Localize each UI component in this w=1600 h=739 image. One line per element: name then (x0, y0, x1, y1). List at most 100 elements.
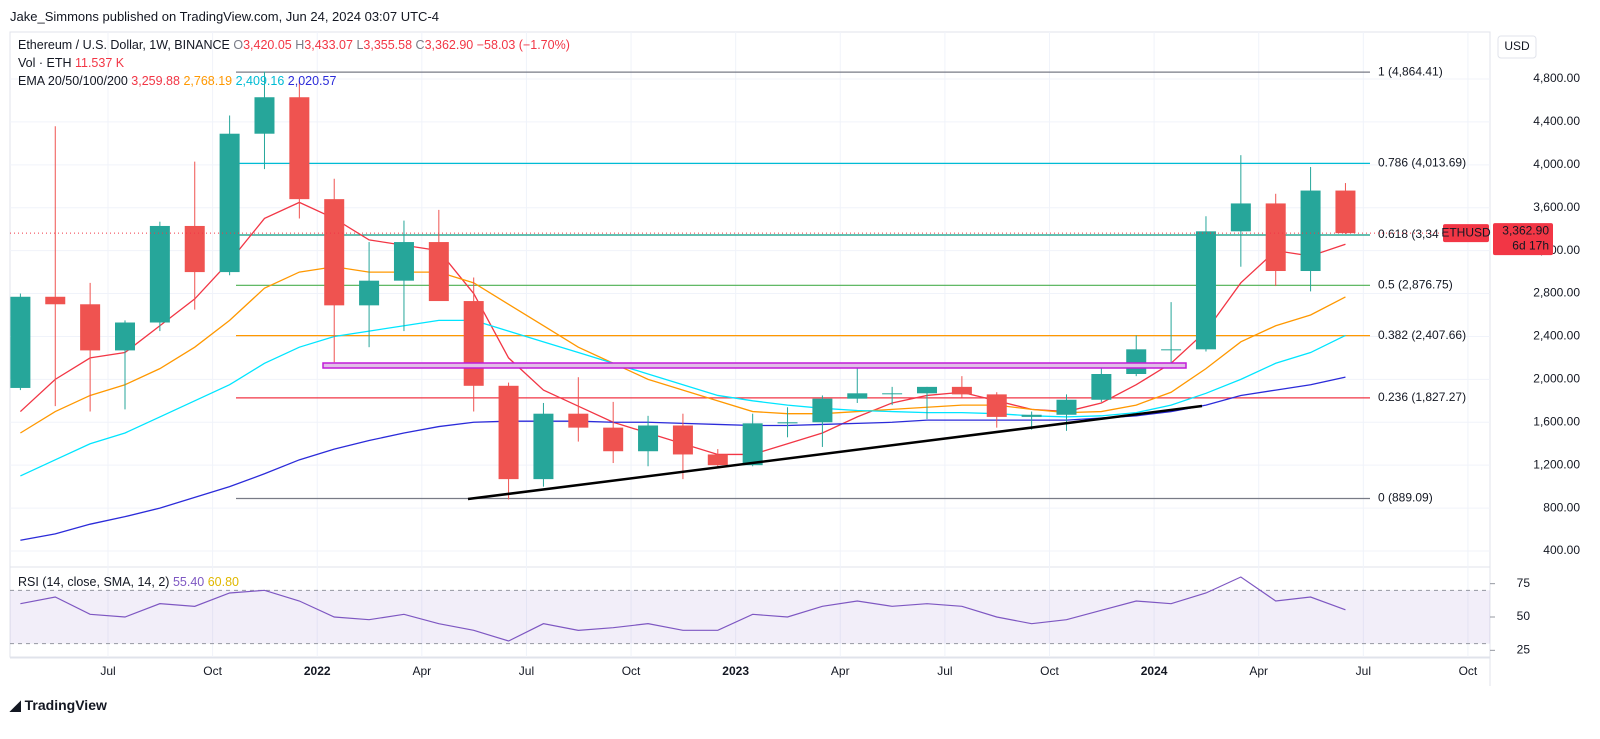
fib-label: 0.786 (4,013.69) (1378, 156, 1466, 170)
x-tick-label: Oct (622, 664, 641, 678)
candle-body (45, 296, 66, 305)
y-tick-label: 4,400.00 (1533, 114, 1580, 128)
candle-body (289, 97, 310, 200)
legend-vol: Vol · ETH 11.537 K (18, 56, 124, 70)
candle-body (847, 393, 868, 399)
x-tick-label: Apr (1249, 664, 1268, 678)
candle-body (1021, 414, 1042, 417)
candle-body (393, 242, 414, 281)
x-tick-label: 2023 (722, 664, 749, 678)
y-tick-label: 2,800.00 (1533, 286, 1580, 300)
vol-label: Vol · ETH (18, 56, 72, 70)
change: −58.03 (−1.70%) (476, 38, 570, 52)
rsi-tick-label: 25 (1517, 643, 1531, 657)
candle-body (1195, 231, 1216, 350)
ema-line (20, 266, 1346, 434)
candle-body (1230, 203, 1251, 232)
chart-frame (9, 31, 1491, 658)
x-tick-label: Oct (203, 664, 222, 678)
legend-ema: EMA 20/50/100/200 3,259.88 2,768.19 2,40… (18, 74, 336, 88)
symbol-tag (1443, 224, 1489, 243)
candle-body (812, 398, 833, 423)
candle-body (219, 133, 240, 273)
candle-body (568, 413, 589, 428)
candle-body (1126, 349, 1147, 374)
y-tick-label: 3,600.00 (1533, 200, 1580, 214)
candle-body (882, 393, 903, 395)
y-tick-label: 2,000.00 (1533, 372, 1580, 386)
x-tick-label: Oct (1040, 664, 1059, 678)
header: Jake_Simmons published on TradingView.co… (10, 9, 440, 24)
y-tick-label: 4,800.00 (1533, 71, 1580, 85)
rsi-tick-label: 75 (1517, 576, 1531, 590)
x-tick-label: Jul (1356, 664, 1371, 678)
l-label: L (356, 38, 364, 52)
candle-body (324, 199, 345, 306)
symbol: Ethereum / U.S. Dollar, 1W, BINANCE (18, 38, 230, 52)
candle-body (463, 301, 484, 386)
candle-body (533, 413, 554, 480)
candle-body (359, 280, 380, 306)
candle-body (986, 394, 1007, 417)
candle-body (707, 454, 728, 466)
ema200: 2,020.57 (287, 74, 337, 88)
rsi-tick-label: 50 (1517, 609, 1531, 623)
x-tick-label: Jul (100, 664, 115, 678)
rsi-line (20, 576, 1346, 642)
ema100: 2,409.16 (235, 74, 285, 88)
price-tag (1493, 223, 1553, 256)
y-tick-label: 1,200.00 (1533, 457, 1580, 471)
rsi-band (10, 590, 1490, 644)
candle-body (80, 304, 101, 351)
candle-body (742, 423, 763, 466)
y-tick-label: 4,000.00 (1533, 157, 1580, 171)
ema-line (20, 319, 1346, 477)
x-tick-label: Apr (412, 664, 431, 678)
plot: 400.00 800.00 1,200.00 1,600.00 2,000.00 2,40… (10, 32, 1580, 678)
ema-label: EMA 20/50/100/200 (18, 74, 128, 88)
legend-rsi: RSI (14, close, SMA, 14, 2) 55.40 60.80 (18, 575, 239, 589)
candle-body (1161, 349, 1182, 351)
x-tick-label: Apr (831, 664, 850, 678)
trend-line (467, 404, 1203, 501)
candle-body (1300, 190, 1321, 272)
candle-body (951, 386, 972, 395)
fib-label: 0.236 (1,827.27) (1378, 390, 1466, 404)
close: 3,362.90 (424, 38, 474, 52)
currency-box[interactable] (1497, 35, 1537, 59)
support-box (322, 362, 1187, 369)
rsi-sma: 60.80 (207, 575, 239, 589)
fib-label: 0 (889.09) (1378, 491, 1433, 505)
fib-label: 1 (4,864.41) (1378, 64, 1443, 78)
open: 3,420.05 (243, 38, 292, 52)
footer-logo[interactable]: ◢ TradingView (10, 697, 107, 713)
rsi-value: 55.40 (172, 575, 205, 589)
legend-main: Ethereum / U.S. Dollar, 1W, BINANCE O3,4… (18, 38, 570, 52)
x-tick-label: 2022 (304, 664, 331, 678)
y-tick-label: 1,600.00 (1533, 414, 1580, 428)
high: 3,433.07 (304, 38, 353, 52)
candle-body (603, 427, 624, 452)
candle-body (254, 97, 275, 134)
x-tick-label: 2024 (1141, 664, 1168, 678)
o-label: O (233, 38, 244, 52)
candle-body (428, 242, 449, 302)
footer: TradingView (24, 697, 107, 713)
candle-body (777, 422, 798, 424)
candle-body (10, 296, 31, 388)
candle-body (1056, 399, 1077, 415)
y-tick-label: 2,400.00 (1533, 329, 1580, 343)
candle-body (1091, 374, 1112, 400)
ema50: 2,768.19 (183, 74, 233, 88)
symbol-tag-text: ETHUSD (1441, 225, 1491, 239)
countdown: 6d 17h (1512, 238, 1549, 252)
y-tick-label: 800.00 (1543, 500, 1580, 514)
fib-label: 0.5 (2,876.75) (1378, 277, 1453, 291)
candle-body (1335, 190, 1356, 234)
candle-body (149, 225, 170, 323)
currency: USD (1504, 39, 1530, 53)
candle-body (184, 225, 205, 273)
low: 3,355.58 (363, 38, 413, 52)
